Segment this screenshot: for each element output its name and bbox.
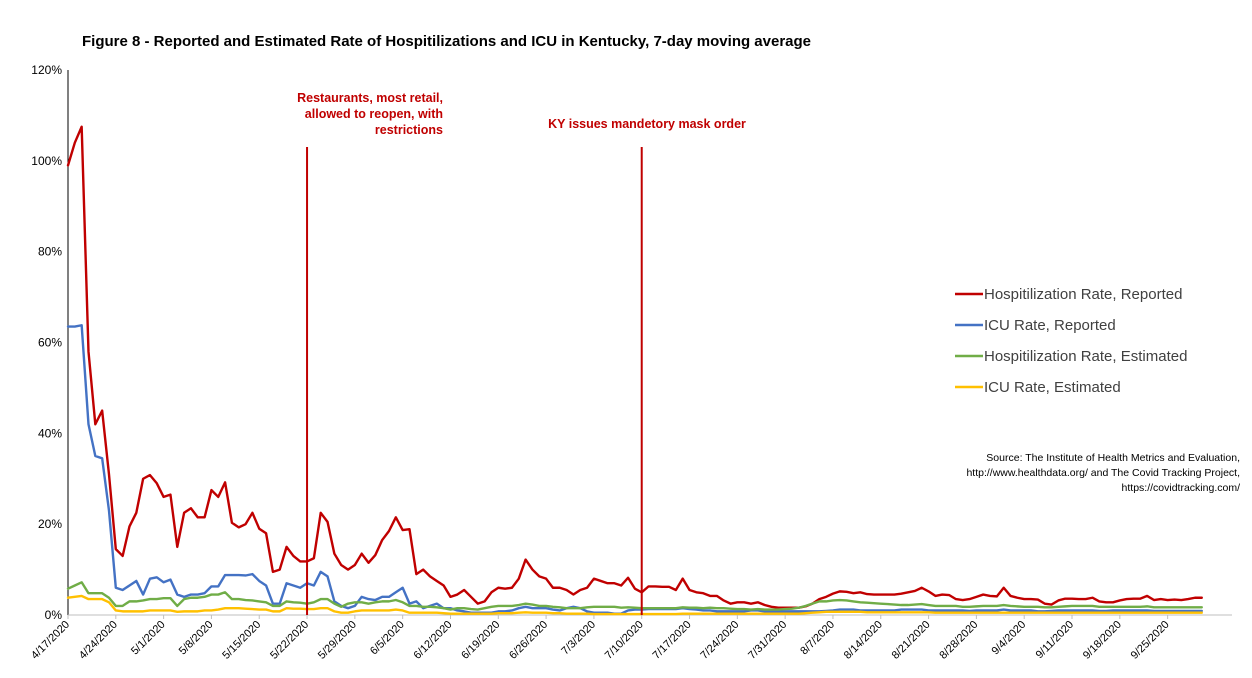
series-line-2 [66,581,1203,611]
chart-title: Figure 8 - Reported and Estimated Rate o… [82,33,811,50]
source-line-0: Source: The Institute of Health Metrics … [986,452,1240,464]
annotation-text-0: allowed to reopen, with [305,107,443,121]
legend: Hospitilization Rate, Reported ICU Rate, … [955,286,1187,396]
source-line-2: https://covidtracking.com/ [1122,482,1241,494]
legend-label-3: ICU Rate, Estimated [984,379,1121,396]
series-line-1 [66,324,1203,615]
y-axis: 0% 20% 40% 60% 80% 100% 120% [31,63,69,622]
annotation-text-1: KY issues mandetory mask order [548,117,746,131]
source-note: Source: The Institute of Health Metrics … [966,452,1240,494]
y-tick-label: 0% [45,608,63,622]
legend-label-1: ICU Rate, Reported [984,317,1116,334]
annotation-layer: Restaurants, most retail, allowed to reop… [297,91,746,615]
y-tick-label: 80% [38,245,62,259]
series-line-3 [66,594,1203,616]
y-tick-label: 120% [31,63,62,77]
y-tick-label: 60% [38,336,62,350]
annotation-text-0: Restaurants, most retail, [297,91,443,105]
y-tick-label: 100% [31,154,62,168]
series-line-0 [66,125,1203,609]
series-layer [66,125,1203,616]
source-line-1: http://www.healthdata.org/ and The Covid… [966,467,1240,479]
y-tick-label: 20% [38,517,62,531]
legend-label-2: Hospitilization Rate, Estimated [984,348,1187,365]
legend-label-0: Hospitilization Rate, Reported [984,286,1182,303]
annotation-text-0: restrictions [375,123,443,137]
y-tick-label: 40% [38,426,62,440]
